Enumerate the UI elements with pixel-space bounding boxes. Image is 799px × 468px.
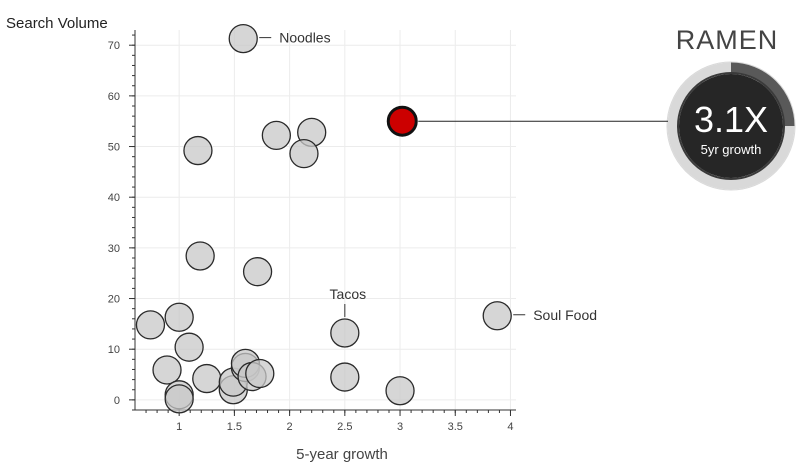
tick-marks	[129, 34, 511, 416]
y-tick-label: 70	[108, 40, 120, 52]
data-point	[164, 302, 194, 332]
data-point	[185, 241, 215, 271]
y-tick-label: 40	[108, 192, 120, 204]
data-point	[245, 358, 275, 389]
callout-gauge-fill	[730, 62, 795, 127]
data-point	[192, 363, 222, 394]
data-point	[330, 318, 360, 348]
ramen-callout: RAMEN 3.1X 5yr growth	[666, 25, 796, 191]
data-points	[135, 23, 512, 414]
data-point	[242, 257, 273, 287]
y-tick-label: 60	[108, 91, 120, 103]
data-point	[482, 301, 512, 331]
y-tick-label: 30	[108, 243, 120, 255]
y-tick-label: 0	[114, 395, 120, 407]
data-point	[183, 135, 213, 166]
x-tick-label: 1.5	[227, 421, 242, 433]
callout-caption: 5yr growth	[701, 142, 762, 157]
data-point	[164, 384, 194, 414]
data-point	[174, 332, 204, 362]
callout-value: 3.1X	[694, 99, 768, 140]
data-point	[330, 362, 360, 392]
data-point	[152, 355, 182, 385]
callout-inner-ring	[677, 72, 785, 180]
axes	[134, 30, 516, 411]
y-tick-label: 50	[108, 142, 120, 154]
x-tick-label: 3	[397, 421, 403, 433]
annotation-label: Noodles	[279, 30, 330, 46]
y-tick-label: 10	[108, 344, 120, 356]
data-point	[385, 376, 415, 406]
callout-title: RAMEN	[676, 25, 779, 55]
data-point	[261, 120, 292, 151]
annotation-label: Tacos	[330, 286, 367, 302]
annotations: Noodles Tacos Soul Food	[279, 30, 597, 323]
y-axis-label: Search Volume	[6, 15, 108, 32]
callout-center	[679, 74, 783, 178]
data-point	[135, 310, 166, 340]
x-tick-label: 3.5	[448, 421, 463, 433]
y-tick-label: 20	[108, 294, 120, 306]
data-point	[289, 138, 319, 169]
data-point	[228, 23, 258, 54]
x-tick-label: 2.5	[337, 421, 352, 433]
x-tick-label: 1	[176, 421, 182, 433]
x-tick-label: 4	[507, 421, 513, 433]
highlight-point	[386, 105, 418, 137]
annotation-leaders	[259, 37, 526, 317]
x-axis-label: 5-year growth	[296, 446, 388, 463]
x-tick-label: 2	[287, 421, 293, 433]
annotation-label: Soul Food	[533, 307, 597, 323]
